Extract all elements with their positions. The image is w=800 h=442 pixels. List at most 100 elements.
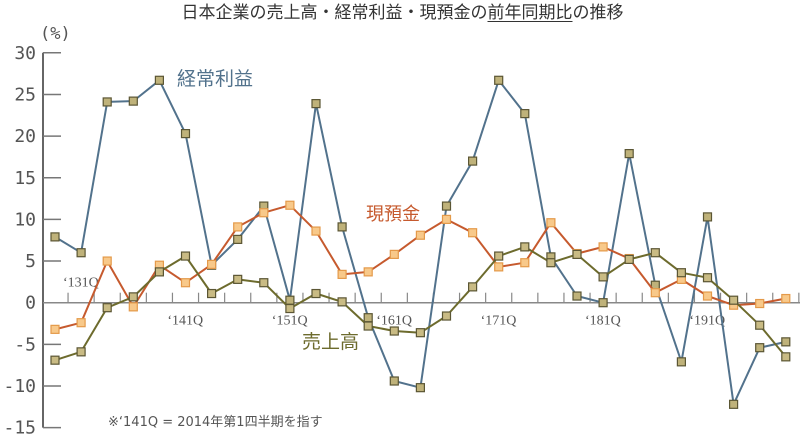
data-point-marker[interactable] (572, 249, 582, 259)
data-point-marker[interactable] (102, 256, 112, 266)
data-point-marker[interactable] (598, 298, 608, 308)
data-point-marker[interactable] (207, 259, 217, 269)
x-tick-label: ‘171Q (481, 314, 517, 329)
data-point-marker[interactable] (468, 156, 478, 166)
title-underlined: 前年同期比 (487, 3, 573, 23)
data-point-marker[interactable] (233, 274, 243, 284)
data-point-marker[interactable] (233, 234, 243, 244)
data-point-marker[interactable] (337, 222, 347, 232)
data-point-marker[interactable] (781, 352, 791, 362)
data-point-marker[interactable] (441, 214, 452, 224)
data-point-marker[interactable] (311, 288, 321, 299)
data-point-marker[interactable] (311, 226, 321, 236)
data-point-marker[interactable] (50, 324, 60, 334)
data-point-marker[interactable] (494, 262, 504, 272)
data-point-marker[interactable] (128, 292, 138, 302)
data-point-marker[interactable] (76, 347, 86, 357)
title-prefix: 日本企業の売上高・経常利益・現預金の (181, 3, 488, 23)
y-tick-label: -10 (3, 376, 36, 397)
data-point-marker[interactable] (180, 278, 191, 288)
data-point-marker[interactable] (494, 75, 504, 85)
data-point-marker[interactable] (676, 357, 687, 367)
y-tick-label: -5 (14, 334, 36, 355)
data-point-marker[interactable] (389, 249, 399, 259)
data-point-marker[interactable] (468, 228, 478, 238)
data-point-marker[interactable] (728, 295, 739, 305)
data-point-marker[interactable] (650, 288, 660, 298)
data-point-marker[interactable] (572, 291, 582, 301)
data-point-marker[interactable] (781, 293, 791, 304)
series-label-sales: 売上高 (302, 331, 360, 353)
data-point-marker[interactable] (102, 303, 112, 313)
data-point-marker[interactable] (180, 129, 191, 139)
data-point-marker[interactable] (624, 148, 634, 159)
data-point-marker[interactable] (285, 200, 295, 210)
data-point-marker[interactable] (520, 242, 530, 252)
data-point-marker[interactable] (441, 311, 452, 321)
data-point-marker[interactable] (676, 268, 687, 278)
data-point-marker[interactable] (415, 230, 425, 240)
y-tick-label: 0 (25, 293, 36, 314)
data-point-marker[interactable] (755, 320, 765, 330)
data-point-marker[interactable] (76, 318, 86, 328)
data-point-marker[interactable] (337, 269, 347, 279)
series-label-cash-deposits: 現預金 (366, 204, 420, 225)
x-tick-label: ‘151Q (272, 314, 308, 329)
data-point-marker[interactable] (389, 326, 399, 336)
data-point-marker[interactable] (180, 251, 191, 261)
data-point-marker[interactable] (154, 267, 164, 277)
data-point-marker[interactable] (468, 282, 478, 292)
data-point-marker[interactable] (285, 303, 295, 314)
x-tick-label: ‘191Q (689, 314, 725, 329)
data-point-marker[interactable] (598, 242, 608, 252)
x-tick-label: ‘161Q (376, 314, 412, 329)
data-point-marker[interactable] (285, 295, 295, 305)
data-point-marker[interactable] (50, 232, 60, 242)
data-point-marker[interactable] (389, 376, 399, 386)
data-point-marker[interactable] (363, 267, 373, 277)
data-point-marker[interactable] (624, 254, 634, 264)
x-tick-label: ‘141Q (167, 314, 203, 329)
y-tick-label: 5 (25, 251, 36, 272)
data-point-marker[interactable] (415, 383, 425, 393)
data-point-marker[interactable] (154, 75, 164, 85)
data-point-marker[interactable] (546, 258, 556, 268)
data-point-marker[interactable] (494, 251, 504, 261)
data-point-marker[interactable] (415, 328, 425, 338)
data-point-marker[interactable] (363, 313, 373, 323)
data-point-marker[interactable] (207, 288, 217, 299)
series-ordinary-profit (50, 75, 791, 409)
data-point-marker[interactable] (598, 272, 608, 282)
data-point-marker[interactable] (650, 248, 660, 258)
data-point-marker[interactable] (50, 355, 60, 365)
data-point-marker[interactable] (702, 273, 713, 283)
data-point-marker[interactable] (546, 218, 556, 228)
data-point-marker[interactable] (128, 302, 138, 312)
data-point-marker[interactable] (233, 222, 243, 232)
x-tick-label: ‘181Q (585, 314, 621, 329)
data-point-marker[interactable] (102, 97, 112, 107)
data-point-marker[interactable] (337, 297, 347, 307)
data-point-marker[interactable] (520, 109, 530, 119)
data-point-marker[interactable] (781, 337, 791, 347)
series-sales (50, 242, 791, 365)
title-suffix: の推移 (572, 3, 624, 23)
data-point-marker[interactable] (363, 321, 373, 331)
data-point-marker[interactable] (311, 99, 321, 109)
data-point-marker[interactable] (728, 399, 739, 409)
data-point-marker[interactable] (259, 278, 269, 288)
data-point-marker[interactable] (755, 343, 765, 353)
data-point-marker[interactable] (76, 248, 86, 258)
data-point-marker[interactable] (755, 298, 765, 309)
y-tick-label: -15 (3, 418, 36, 439)
data-point-marker[interactable] (702, 212, 713, 222)
data-point-marker[interactable] (441, 201, 452, 211)
data-point-marker[interactable] (259, 208, 269, 218)
data-point-marker[interactable] (128, 96, 138, 106)
data-point-marker[interactable] (520, 258, 530, 268)
y-tick-label: 30 (14, 43, 36, 64)
footnote: ※‘141Q = 2014年第1四半期を指す (108, 415, 323, 430)
data-point-marker[interactable] (702, 291, 713, 301)
